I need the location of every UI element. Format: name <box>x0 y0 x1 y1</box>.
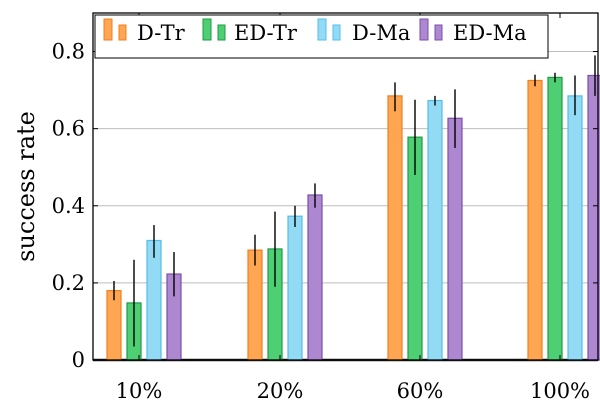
x-tick-label: 20% <box>257 379 304 403</box>
axes-frame <box>92 12 599 361</box>
x-tick-label: 10% <box>116 379 163 403</box>
legend-label: D-Ma <box>352 21 410 45</box>
bar-d-tr <box>387 95 403 361</box>
error-bars <box>113 55 596 347</box>
legend-swatch <box>332 24 341 41</box>
x-tick-label: 100% <box>530 379 590 403</box>
bar-d-tr <box>247 249 263 361</box>
legend-swatch <box>118 24 127 41</box>
y-tick-label: 0.2 <box>52 271 85 295</box>
legend-label: D-Tr <box>137 21 186 45</box>
legend-swatch <box>103 18 113 41</box>
legend-swatch <box>434 24 443 41</box>
legend-swatch <box>317 18 327 41</box>
bar-d-tr <box>106 290 122 361</box>
bar-ed-ma <box>447 117 463 361</box>
grid-lines <box>93 51 598 284</box>
legend-swatch <box>202 18 212 41</box>
x-tick-label: 60% <box>397 379 444 403</box>
legend-swatch <box>419 18 429 41</box>
y-tick-label: 0.4 <box>52 194 85 218</box>
legend-swatch <box>217 24 226 41</box>
legend-label: ED-Tr <box>234 21 298 45</box>
y-axis-label: success rate <box>12 111 40 262</box>
bar-d-ma <box>146 239 162 361</box>
bar-d-ma <box>427 99 443 361</box>
ticks: 0 0.2 0.4 0.6 0.8 10% 20% 60% 100% <box>52 13 598 403</box>
y-tick-label: 0.6 <box>52 117 85 141</box>
legend-label: ED-Ma <box>453 21 527 45</box>
y-tick-label: 0 <box>72 348 85 372</box>
bars <box>93 74 600 362</box>
bar-d-ma <box>567 95 583 361</box>
y-tick-label: 0.8 <box>52 40 85 64</box>
bar-d-ma <box>287 215 303 361</box>
legend: D-Tr ED-Tr D-Ma ED-Ma <box>94 14 549 59</box>
bar-ed-tr <box>547 76 563 361</box>
bar-ed-ma <box>307 194 323 361</box>
bar-d-tr <box>527 79 543 361</box>
